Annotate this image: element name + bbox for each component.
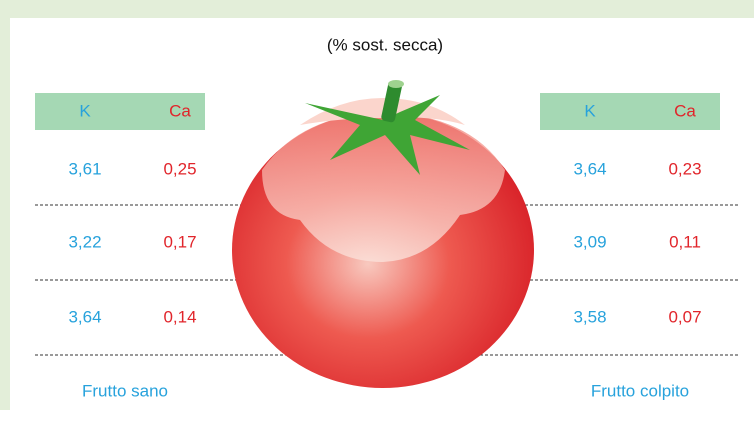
cell: 3,64 (573, 159, 606, 178)
cell: 3,58 (573, 307, 606, 326)
cell: 3,09 (573, 232, 606, 251)
column-header: K (584, 101, 596, 120)
cell: 3,22 (68, 232, 101, 251)
left-band (0, 0, 10, 410)
cell: 3,61 (68, 159, 101, 178)
cell: 0,14 (163, 307, 196, 326)
tomato (232, 80, 534, 388)
header-band (540, 93, 720, 130)
cell: 3,64 (68, 307, 101, 326)
table-caption: Frutto colpito (591, 381, 689, 400)
top-band (0, 0, 754, 18)
column-header: K (79, 101, 91, 120)
cell: 0,23 (668, 159, 701, 178)
column-header: Ca (169, 101, 191, 120)
cell: 0,17 (163, 232, 196, 251)
column-header: Ca (674, 101, 696, 120)
subtitle: (% sost. secca) (327, 35, 443, 54)
cell: 0,07 (668, 307, 701, 326)
cell: 0,11 (669, 232, 701, 251)
cell: 0,25 (163, 159, 196, 178)
table-caption: Frutto sano (82, 381, 168, 400)
header-band (35, 93, 205, 130)
